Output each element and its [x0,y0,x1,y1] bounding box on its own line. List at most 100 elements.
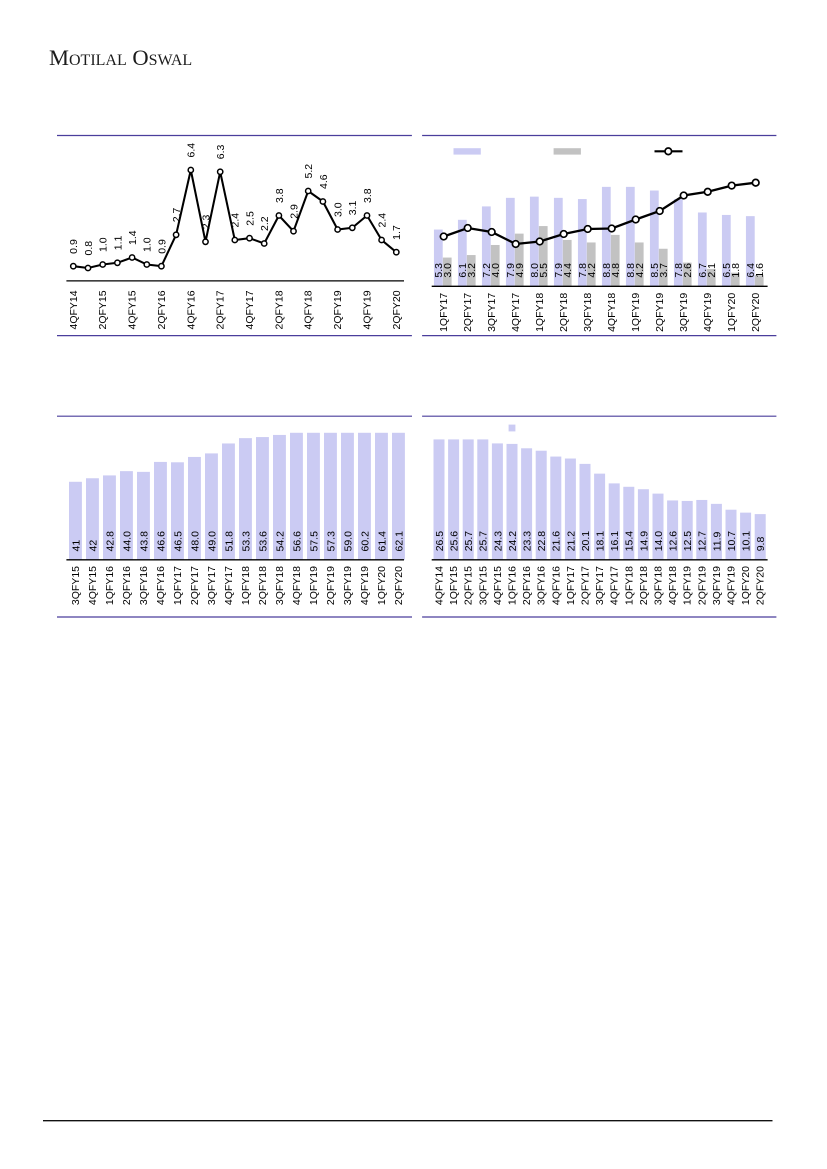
svg-text:24.3: 24.3 [492,531,504,552]
svg-text:4QFY16: 4QFY16 [550,566,562,605]
svg-text:1.6: 1.6 [754,263,766,278]
svg-text:2QFY16: 2QFY16 [156,290,168,329]
svg-text:25.7: 25.7 [478,531,490,552]
svg-text:18.1: 18.1 [595,531,607,552]
svg-text:4QFY17: 4QFY17 [510,293,522,332]
svg-text:5.2: 5.2 [303,164,315,179]
svg-text:2.5: 2.5 [244,211,256,226]
svg-text:2QFY19: 2QFY19 [332,290,344,329]
svg-text:8.8: 8.8 [601,263,613,278]
svg-text:3QFY19: 3QFY19 [342,566,354,605]
svg-text:1QFY16: 1QFY16 [104,566,116,605]
svg-text:3.1: 3.1 [347,200,359,215]
svg-text:10.7: 10.7 [726,531,738,552]
svg-text:6.5: 6.5 [721,263,733,278]
svg-text:3QFY18: 3QFY18 [274,566,286,605]
svg-text:2QFY18: 2QFY18 [273,290,285,329]
svg-text:4.4: 4.4 [562,263,574,278]
svg-text:46.5: 46.5 [172,531,184,552]
svg-text:59.0: 59.0 [342,531,354,552]
svg-text:1QFY17: 1QFY17 [172,566,184,605]
svg-text:1QFY17: 1QFY17 [565,566,577,605]
svg-text:1.7: 1.7 [391,225,403,240]
svg-text:6.7: 6.7 [697,263,709,278]
svg-text:0.9: 0.9 [156,239,168,254]
svg-text:6.3: 6.3 [215,144,227,159]
svg-text:41: 41 [70,540,82,552]
svg-text:4QFY17: 4QFY17 [609,566,621,605]
svg-text:2QFY18: 2QFY18 [558,293,570,332]
svg-text:1QFY15: 1QFY15 [448,566,460,605]
svg-text:1.1: 1.1 [112,235,124,250]
svg-text:4QFY18: 4QFY18 [303,290,315,329]
svg-text:6.4: 6.4 [186,143,198,158]
svg-text:4QFY16: 4QFY16 [185,290,197,329]
svg-text:22.8: 22.8 [536,531,548,552]
svg-text:16.1: 16.1 [609,531,621,552]
svg-text:4QFY14: 4QFY14 [68,290,80,329]
svg-text:4QFY17: 4QFY17 [223,566,235,605]
svg-text:7.8: 7.8 [673,263,685,278]
svg-text:4QFY14: 4QFY14 [434,566,446,605]
svg-text:1.8: 1.8 [730,263,742,278]
svg-text:2QFY18: 2QFY18 [257,566,269,605]
svg-text:15.4: 15.4 [624,531,636,552]
svg-text:25.6: 25.6 [449,531,461,552]
svg-text:2.4: 2.4 [230,213,242,228]
svg-text:3.0: 3.0 [442,263,454,278]
svg-text:3QFY17: 3QFY17 [206,566,218,605]
svg-text:14.0: 14.0 [653,531,665,552]
svg-text:2QFY17: 2QFY17 [215,290,227,329]
svg-text:2.1: 2.1 [706,263,718,278]
svg-text:25.7: 25.7 [463,531,475,552]
svg-text:20.1: 20.1 [580,531,592,552]
svg-text:3QFY15: 3QFY15 [70,566,82,605]
svg-text:7.9: 7.9 [553,263,565,278]
svg-text:3QFY17: 3QFY17 [594,566,606,605]
svg-text:3.2: 3.2 [466,263,478,278]
svg-text:60.2: 60.2 [359,531,371,552]
svg-text:61.4: 61.4 [376,531,388,552]
svg-text:4QFY18: 4QFY18 [667,566,679,605]
svg-text:48.0: 48.0 [189,531,201,552]
svg-text:1QFY19: 1QFY19 [308,566,320,605]
svg-text:9.8: 9.8 [755,537,767,552]
svg-text:2QFY20: 2QFY20 [750,293,762,332]
svg-text:62.1: 62.1 [393,531,405,552]
svg-text:56.6: 56.6 [291,531,303,552]
svg-text:42.8: 42.8 [104,531,116,552]
svg-text:3QFY15: 3QFY15 [477,566,489,605]
svg-text:4QFY19: 4QFY19 [702,293,714,332]
svg-text:1QFY20: 1QFY20 [740,566,752,605]
svg-text:42: 42 [87,540,99,552]
svg-text:21.6: 21.6 [551,531,563,552]
svg-text:57.5: 57.5 [308,531,320,552]
svg-text:3QFY16: 3QFY16 [138,566,150,605]
svg-text:3.8: 3.8 [274,188,286,203]
svg-text:43.8: 43.8 [138,531,150,552]
svg-text:3.7: 3.7 [658,263,670,278]
svg-text:46.6: 46.6 [155,531,167,552]
svg-text:23.3: 23.3 [522,531,534,552]
svg-text:2.6: 2.6 [682,263,694,278]
svg-text:3QFY17: 3QFY17 [486,293,498,332]
svg-text:12.7: 12.7 [697,531,709,552]
svg-text:2QFY16: 2QFY16 [121,566,133,605]
svg-text:4QFY17: 4QFY17 [244,290,256,329]
svg-text:0.8: 0.8 [83,241,95,256]
svg-text:4QFY18: 4QFY18 [291,566,303,605]
svg-text:8.0: 8.0 [529,263,541,278]
svg-text:7.2: 7.2 [481,263,493,278]
svg-text:2.2: 2.2 [259,216,271,231]
svg-text:8.8: 8.8 [625,263,637,278]
svg-text:3QFY19: 3QFY19 [678,293,690,332]
svg-text:11.9: 11.9 [711,531,723,551]
svg-text:1QFY20: 1QFY20 [726,293,738,332]
svg-text:4QFY19: 4QFY19 [359,566,371,605]
svg-text:2QFY15: 2QFY15 [463,566,475,605]
svg-text:1QFY16: 1QFY16 [507,566,519,605]
svg-text:1.0: 1.0 [98,237,110,252]
svg-text:1QFY18: 1QFY18 [623,566,635,605]
svg-text:1QFY17: 1QFY17 [438,293,450,332]
svg-text:2QFY20: 2QFY20 [391,290,403,329]
